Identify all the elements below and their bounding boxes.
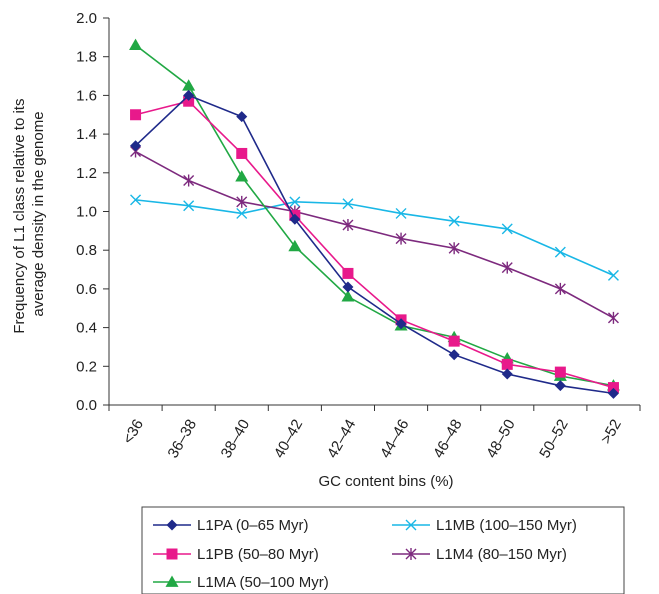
data-point-l1pa (607, 387, 619, 399)
data-point-l1pa (289, 213, 301, 225)
legend-item-l1pb: L1PB (50–80 Myr) (153, 546, 319, 563)
data-point-l1mb (130, 194, 142, 206)
data-point-l1pb (236, 147, 248, 159)
x-tick-label: 44–46 (377, 417, 413, 462)
data-point-l1mb (183, 200, 195, 212)
data-point-l1mb (448, 215, 460, 227)
data-point-l1mb (501, 223, 513, 235)
data-point-l1pb (501, 358, 513, 370)
y-tick-label: 2.0 (76, 10, 97, 27)
legend-label-l1ma: L1MA (50–100 Myr) (197, 574, 329, 591)
data-point-l1pb (607, 382, 619, 394)
y-tick-label: 0.2 (76, 358, 97, 375)
data-point-l1ma (182, 79, 196, 91)
data-point-l1mb (289, 196, 301, 208)
data-point-l1m4 (342, 219, 354, 232)
data-point-l1ma (235, 170, 249, 182)
legend-label-l1mb: L1MB (100–150 Myr) (436, 517, 577, 534)
y-axis-title-line-2: average density in the genome (30, 111, 47, 316)
series-line-l1pa (134, 94, 614, 395)
data-point-l1pa (342, 281, 354, 293)
y-axis-title: Frequency of L1 class relative to its av… (11, 94, 47, 333)
x-tick-label: <36 (120, 417, 147, 448)
data-point-l1pa (554, 380, 566, 392)
data-point-l1m4 (395, 232, 407, 245)
series-l1ma (129, 38, 620, 391)
data-point-l1m4 (607, 311, 619, 324)
series-line-l1mb (135, 199, 614, 277)
x-tick-label: 48–50 (483, 417, 519, 462)
data-point-l1pb (342, 267, 354, 279)
x-tick-label: 36–38 (165, 417, 201, 462)
data-point-l1pa (501, 368, 513, 380)
axes (103, 17, 641, 411)
y-tick-label: 0.4 (76, 320, 97, 337)
data-point-l1m4 (501, 261, 513, 274)
y-axis-title-line-1: Frequency of L1 class relative to its (11, 99, 28, 334)
data-point-l1mb (607, 269, 619, 281)
series-line-l1m4 (135, 150, 614, 319)
data-point-l1mb (236, 207, 248, 219)
data-point-l1ma (341, 290, 355, 302)
x-axis-title: GC content bins (%) (318, 473, 453, 490)
data-point-l1pb (554, 366, 566, 378)
y-tick-label: 1.4 (76, 126, 97, 143)
data-point-l1mb (554, 246, 566, 258)
y-tick-label: 1.6 (76, 87, 97, 104)
data-point-l1ma (129, 38, 143, 50)
x-tick-label: 40–42 (271, 417, 307, 462)
legend-label-l1pa: L1PA (0–65 Myr) (197, 517, 308, 534)
x-tick-label: 42–44 (324, 417, 360, 462)
legend-marker-l1m4 (405, 548, 417, 560)
legend-marker-l1pa (166, 519, 178, 531)
data-point-l1pa (183, 89, 195, 101)
data-point-l1m4 (236, 195, 248, 208)
data-point-l1m4 (183, 174, 195, 187)
legend-item-l1mb: L1MB (100–150 Myr) (392, 517, 577, 534)
series-l1pa (130, 89, 619, 399)
legend-marker-l1pb (166, 548, 178, 560)
x-tick-labels: <36 36–38 38–40 40–42 42–44 44–46 46–48 48–50 50… (120, 417, 625, 462)
legend-box (141, 506, 625, 594)
data-point-l1mb (395, 207, 407, 219)
legend: L1PA (0–65 Myr) L1MB (100–150 Myr) L1PB (5… (141, 506, 625, 594)
data-point-l1pb (183, 95, 195, 107)
series-l1pb (130, 95, 619, 394)
y-tick-label: 0.6 (76, 281, 97, 298)
data-point-l1pa (130, 140, 142, 152)
x-tick-label: 50–52 (536, 417, 572, 462)
data-point-l1mb (342, 198, 354, 210)
legend-item-l1m4: L1M4 (80–150 Myr) (392, 546, 567, 563)
series-line-l1pb (135, 100, 614, 389)
legend-marker-l1mb (405, 519, 417, 531)
x-tick-label: >52 (597, 417, 624, 448)
y-tick-label: 0.0 (76, 397, 97, 414)
data-point-l1m4 (554, 282, 566, 295)
series-group (129, 38, 620, 399)
series-line-l1ma (135, 44, 614, 387)
data-point-l1m4 (448, 242, 460, 255)
y-tick-label: 1.0 (76, 204, 97, 221)
legend-marker-l1ma (165, 575, 179, 587)
x-tick-label: 46–48 (430, 417, 466, 462)
data-point-l1pb (130, 109, 142, 121)
y-tick-labels: 0.0 0.2 0.4 0.6 0.8 1.0 1.2 1.4 1.6 1.8 2.0 (76, 10, 97, 414)
series-l1mb (130, 194, 619, 281)
x-tick-label: 38–40 (218, 417, 254, 462)
legend-label-l1pb: L1PB (50–80 Myr) (197, 546, 319, 563)
y-tick-label: 1.2 (76, 165, 97, 182)
legend-item-l1pa: L1PA (0–65 Myr) (153, 517, 308, 534)
legend-item-l1ma: L1MA (50–100 Myr) (153, 574, 329, 591)
y-tick-label: 1.8 (76, 49, 97, 66)
data-point-l1pa (236, 111, 248, 123)
data-point-l1pb (448, 335, 460, 347)
data-point-l1pa (395, 318, 407, 330)
y-tick-label: 0.8 (76, 242, 97, 259)
legend-label-l1m4: L1M4 (80–150 Myr) (436, 546, 567, 563)
data-point-l1pa (448, 349, 460, 361)
data-point-l1ma (288, 239, 302, 252)
